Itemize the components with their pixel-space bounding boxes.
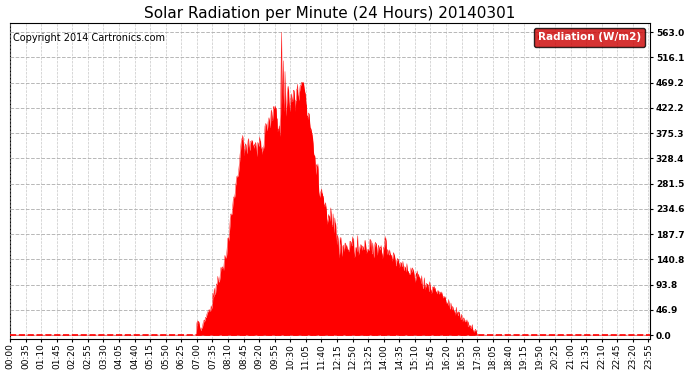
Text: Copyright 2014 Cartronics.com: Copyright 2014 Cartronics.com [13,33,166,43]
Title: Solar Radiation per Minute (24 Hours) 20140301: Solar Radiation per Minute (24 Hours) 20… [144,6,516,21]
Legend: Radiation (W/m2): Radiation (W/m2) [533,28,645,46]
